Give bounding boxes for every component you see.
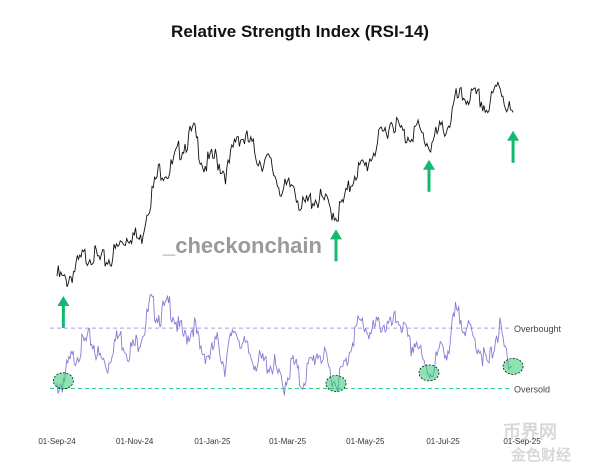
x-axis: 01-Sep-24 01-Nov-24 01-Jan-25 01-Mar-25 01-M… — [38, 437, 541, 446]
x-tick-label: 01-Sep-25 — [503, 437, 541, 446]
price-panel — [56, 80, 520, 328]
buy-arrow-head — [507, 130, 520, 141]
x-tick-label: 01-May-25 — [346, 437, 385, 446]
x-tick-label: 01-Jul-25 — [426, 437, 460, 446]
corner-watermark: 币界网 金色财经 — [493, 414, 595, 470]
rsi-panel: Overbought Oversold — [50, 294, 562, 396]
oversold-marker-2 — [418, 364, 440, 382]
chart-title: Relative Strength Index (RSI-14) — [171, 22, 429, 41]
buy-arrow-1 — [330, 229, 342, 262]
buy-arrow-2 — [423, 159, 435, 192]
x-tick-label: 01-Jan-25 — [194, 437, 231, 446]
x-tick-label: 01-Mar-25 — [269, 437, 306, 446]
buy-arrow-head — [423, 159, 435, 170]
watermark-text: _checkonchain — [163, 233, 322, 258]
x-tick-label: 01-Nov-24 — [116, 437, 154, 446]
x-tick-label: 01-Sep-24 — [38, 437, 76, 446]
level-label-1: Oversold — [514, 384, 550, 394]
oversold-marker-1 — [325, 375, 347, 392]
price-line — [56, 80, 514, 288]
buy-arrow-0 — [57, 296, 70, 328]
buy-arrow-3 — [507, 130, 520, 163]
corner-watermark-line2: 金色财经 — [511, 447, 572, 464]
rsi-line — [56, 294, 513, 396]
level-label-0: Overbought — [514, 324, 562, 334]
buy-arrow-head — [57, 296, 70, 306]
corner-watermark-line1: 币界网 — [503, 422, 557, 442]
buy-arrow-head — [330, 229, 342, 240]
oversold-marker-0 — [52, 372, 74, 390]
oversold-marker-3 — [502, 357, 524, 375]
